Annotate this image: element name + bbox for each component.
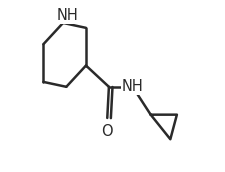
Text: O: O <box>100 124 112 139</box>
Text: NH: NH <box>121 79 143 94</box>
Text: NH: NH <box>56 8 78 23</box>
